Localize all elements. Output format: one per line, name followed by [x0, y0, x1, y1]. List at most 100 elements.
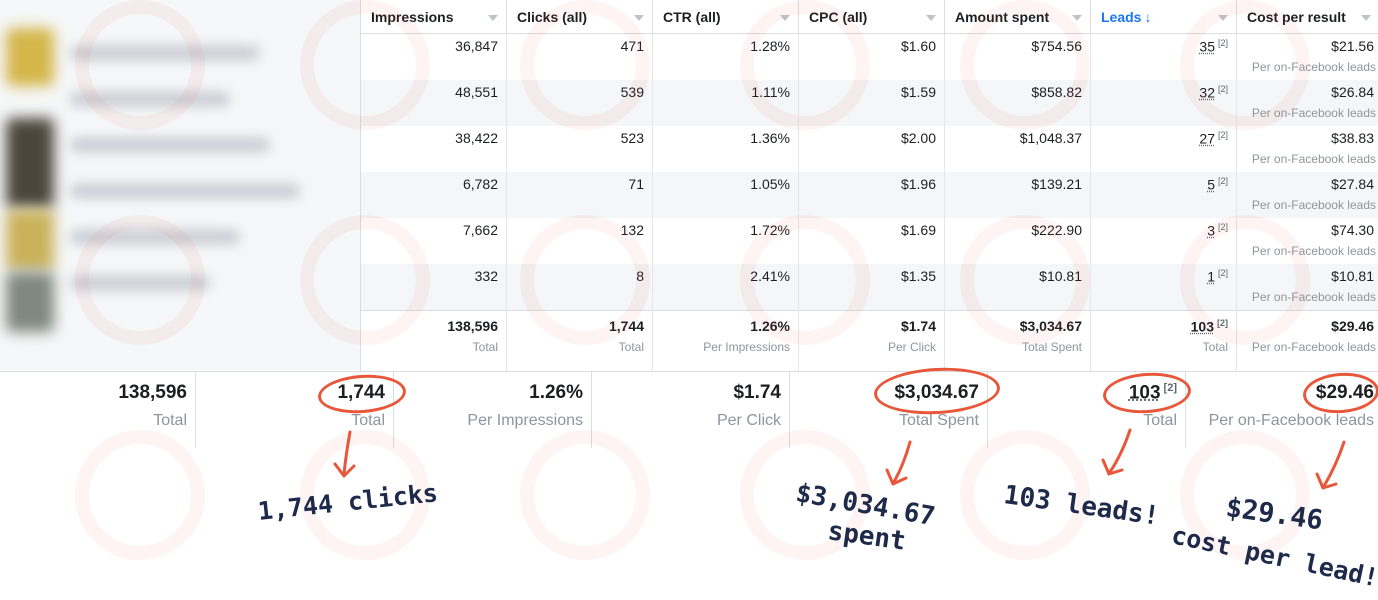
arrow-icon	[1314, 440, 1350, 492]
cell-impressions: 332	[475, 268, 498, 284]
sort-caret-icon[interactable]	[488, 15, 498, 21]
total-ctr-subtitle: Per Impressions	[703, 340, 790, 354]
cell-ctr: 1.05%	[750, 176, 790, 192]
cell-clicks: 132	[621, 222, 644, 238]
total-leads-subtitle: Total	[1203, 340, 1228, 354]
annotation-clicks: 1,744 clicks	[256, 478, 439, 526]
cell-cpc: $2.00	[901, 130, 936, 146]
total-ctr: 1.26%	[750, 318, 790, 334]
annotation-leads: 103 leads!	[1002, 480, 1161, 531]
cell-cost-per-result-subtitle: Per on-Facebook leads	[1252, 244, 1376, 258]
watermark-logo	[300, 430, 430, 560]
cell-amount-spent: $10.81	[1039, 268, 1082, 284]
arrow-icon	[332, 430, 362, 480]
zoom-total-spent: $3,034.67 Total Spent	[790, 372, 988, 448]
cell-clicks: 471	[621, 38, 644, 54]
total-cpc-subtitle: Per Click	[888, 340, 936, 354]
leads-value[interactable]: 1	[1207, 269, 1215, 285]
sort-caret-icon[interactable]	[1218, 15, 1228, 21]
cell-leads: 32 [2]	[1199, 84, 1228, 101]
cell-clicks: 71	[628, 176, 644, 192]
cell-impressions: 6,782	[463, 176, 498, 192]
column-header-cost-per-result[interactable]: Cost per result	[1237, 0, 1378, 34]
zoom-total-cpc: $1.74 Per Click	[592, 372, 790, 448]
cell-ctr: 1.72%	[750, 222, 790, 238]
arrow-icon	[884, 440, 918, 488]
zoomed-totals-row: 138,596 Total 1,744 Total 1.26% Per Impr…	[0, 371, 1378, 447]
cell-amount-spent: $139.21	[1031, 176, 1082, 192]
total-leads: 103 [2]	[1191, 318, 1228, 335]
ads-results-table: Impressions Clicks (all) CTR (all) CPC (…	[360, 0, 1378, 372]
cell-leads: 27 [2]	[1199, 130, 1228, 147]
column-header-ctr[interactable]: CTR (all)	[653, 0, 799, 34]
watermark-logo	[75, 430, 205, 560]
column-header-cpc[interactable]: CPC (all)	[799, 0, 945, 34]
zoom-total-ctr: 1.26% Per Impressions	[394, 372, 592, 448]
zoom-total-cost-per-result: $29.46 Per on-Facebook leads	[1186, 372, 1378, 448]
total-amount-spent: $3,034.67	[1020, 318, 1082, 334]
annotation-cpr-label: cost per lead!	[1169, 520, 1378, 592]
cell-cpc: $1.60	[901, 38, 936, 54]
cell-impressions: 7,662	[463, 222, 498, 238]
cell-ctr: 1.36%	[750, 130, 790, 146]
leads-value[interactable]: 32	[1199, 85, 1215, 101]
total-clicks-subtitle: Total	[619, 340, 644, 354]
column-header-clicks[interactable]: Clicks (all)	[507, 0, 653, 34]
annotation-spent-label: spent	[826, 516, 908, 557]
sort-caret-icon[interactable]	[1072, 15, 1082, 21]
cell-leads: 35 [2]	[1199, 38, 1228, 55]
totals-divider	[361, 310, 1378, 311]
column-header-impressions[interactable]: Impressions	[361, 0, 507, 34]
cell-cost-per-result: $38.83	[1331, 130, 1374, 146]
leads-value[interactable]: 5	[1207, 177, 1215, 193]
annotation-cpr-amount: $29.46	[1224, 492, 1325, 536]
sort-caret-icon[interactable]	[1361, 15, 1371, 21]
total-cpc: $1.74	[901, 318, 936, 334]
watermark-logo	[520, 430, 650, 560]
sort-down-arrow-icon: ↓	[1144, 9, 1151, 25]
watermark-logo	[1180, 430, 1310, 560]
cell-cost-per-result: $27.84	[1331, 176, 1374, 192]
column-header-amount-spent[interactable]: Amount spent	[945, 0, 1091, 34]
cell-cpc: $1.35	[901, 268, 936, 284]
attribution-note: [2]	[1218, 176, 1228, 186]
sort-caret-icon[interactable]	[780, 15, 790, 21]
cell-impressions: 36,847	[455, 38, 498, 54]
attribution-note: [2]	[1218, 84, 1228, 94]
attribution-note: [2]	[1217, 318, 1228, 328]
cell-cpc: $1.69	[901, 222, 936, 238]
total-cost-per-result: $29.46	[1331, 318, 1374, 334]
cell-leads: 5 [2]	[1207, 176, 1228, 193]
leads-total-value[interactable]: 103	[1191, 319, 1214, 335]
cell-clicks: 8	[636, 268, 644, 284]
zoom-total-clicks: 1,744 Total	[196, 372, 394, 448]
cell-cost-per-result: $74.30	[1331, 222, 1374, 238]
cell-ctr: 2.41%	[750, 268, 790, 284]
attribution-note: [2]	[1218, 130, 1228, 140]
zoom-total-leads: 103 [2] Total	[988, 372, 1186, 448]
cell-clicks: 539	[621, 84, 644, 100]
cell-cost-per-result-subtitle: Per on-Facebook leads	[1252, 60, 1376, 74]
leads-value[interactable]: 3	[1207, 223, 1215, 239]
leads-value[interactable]: 35	[1199, 39, 1215, 55]
blurred-ad-names	[0, 0, 360, 370]
cell-amount-spent: $222.90	[1031, 222, 1082, 238]
cell-cpc: $1.96	[901, 176, 936, 192]
sort-caret-icon[interactable]	[926, 15, 936, 21]
cell-cost-per-result: $10.81	[1331, 268, 1374, 284]
cell-cost-per-result-subtitle: Per on-Facebook leads	[1252, 290, 1376, 304]
sort-caret-icon[interactable]	[634, 15, 644, 21]
attribution-note: [2]	[1218, 268, 1228, 278]
total-cost-per-result-subtitle: Per on-Facebook leads	[1252, 340, 1376, 354]
cell-cpc: $1.59	[901, 84, 936, 100]
cell-clicks: 523	[621, 130, 644, 146]
cell-cost-per-result-subtitle: Per on-Facebook leads	[1252, 152, 1376, 166]
cell-ctr: 1.11%	[751, 84, 790, 100]
total-impressions: 138,596	[447, 318, 498, 334]
leads-value[interactable]: 27	[1199, 131, 1215, 147]
attribution-note: [2]	[1218, 38, 1228, 48]
column-header-leads[interactable]: Leads ↓	[1091, 0, 1237, 34]
cell-cost-per-result: $26.84	[1331, 84, 1374, 100]
cell-leads: 3 [2]	[1207, 222, 1228, 239]
zoom-total-impressions: 138,596 Total	[0, 372, 196, 448]
